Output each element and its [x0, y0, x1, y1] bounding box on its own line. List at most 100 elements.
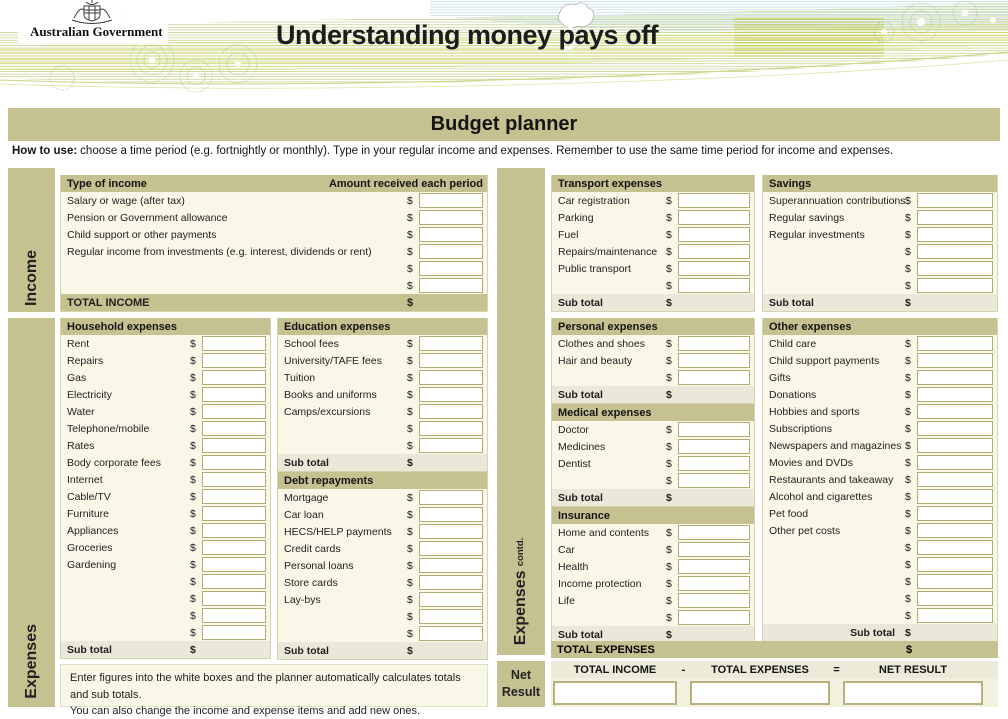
amount-input[interactable] [202, 387, 266, 402]
amount-input[interactable] [202, 591, 266, 606]
amount-input[interactable] [917, 210, 993, 225]
amount-input[interactable] [419, 609, 483, 624]
amount-input[interactable] [917, 278, 993, 293]
amount-input[interactable] [917, 438, 993, 453]
amount-input[interactable] [419, 353, 483, 368]
amount-input[interactable] [419, 592, 483, 607]
dollar-sign: $ [666, 577, 672, 590]
amount-input[interactable] [678, 439, 750, 454]
amount-input[interactable] [202, 421, 266, 436]
amount-input[interactable] [419, 507, 483, 522]
amount-input[interactable] [917, 574, 993, 589]
amount-input[interactable] [678, 193, 750, 208]
amount-input[interactable] [419, 575, 483, 590]
amount-input[interactable] [917, 455, 993, 470]
amount-input[interactable] [419, 558, 483, 573]
amount-input[interactable] [202, 370, 266, 385]
amount-input[interactable] [202, 574, 266, 589]
amount-input[interactable] [917, 506, 993, 521]
amount-input[interactable] [678, 261, 750, 276]
amount-input[interactable] [678, 227, 750, 242]
amount-input[interactable] [678, 244, 750, 259]
total-income-input[interactable] [553, 680, 677, 705]
amount-input[interactable] [917, 557, 993, 572]
amount-input[interactable] [419, 210, 483, 225]
expense-row: Doctor $ [552, 421, 754, 438]
amount-input[interactable] [419, 244, 483, 259]
amount-input[interactable] [917, 193, 993, 208]
income-header: Type of income [67, 177, 147, 190]
amount-input[interactable] [678, 278, 750, 293]
total-expenses-input[interactable] [690, 680, 830, 705]
amount-input[interactable] [678, 370, 750, 385]
amount-input[interactable] [419, 626, 483, 641]
medical-header: Medical expenses [558, 406, 652, 419]
amount-input[interactable] [917, 540, 993, 555]
amount-input[interactable] [678, 559, 750, 574]
amount-input[interactable] [419, 541, 483, 556]
amount-input[interactable] [917, 227, 993, 242]
amount-input[interactable] [419, 227, 483, 242]
expense-row-label: Subscriptions [769, 422, 833, 435]
amount-input[interactable] [419, 261, 483, 276]
amount-input[interactable] [202, 625, 266, 640]
amount-input[interactable] [202, 557, 266, 572]
amount-input[interactable] [419, 404, 483, 419]
amount-input[interactable] [202, 540, 266, 555]
amount-input[interactable] [202, 438, 266, 453]
amount-input[interactable] [678, 593, 750, 608]
amount-input[interactable] [678, 576, 750, 591]
amount-input[interactable] [917, 608, 993, 623]
education-rows: School fees $ University/TAFE fees $ Tui… [278, 335, 487, 454]
amount-input[interactable] [917, 261, 993, 276]
amount-input[interactable] [419, 421, 483, 436]
amount-input[interactable] [678, 456, 750, 471]
amount-input[interactable] [202, 472, 266, 487]
expense-row-label: Tuition [284, 371, 316, 384]
amount-input[interactable] [917, 523, 993, 538]
expense-row: Rent $ [61, 335, 270, 352]
page-title: Budget planner [8, 108, 1000, 141]
amount-input[interactable] [917, 404, 993, 419]
amount-input[interactable] [419, 490, 483, 505]
amount-input[interactable] [917, 353, 993, 368]
amount-input[interactable] [202, 506, 266, 521]
expense-row: $ [61, 624, 270, 641]
amount-input[interactable] [917, 387, 993, 402]
expense-row: Car loan $ [278, 506, 487, 523]
amount-input[interactable] [917, 370, 993, 385]
amount-input[interactable] [419, 193, 483, 208]
amount-input[interactable] [678, 473, 750, 488]
amount-input[interactable] [917, 244, 993, 259]
amount-input[interactable] [678, 422, 750, 437]
amount-input[interactable] [678, 525, 750, 540]
amount-input[interactable] [917, 472, 993, 487]
section-debt-repayments: Debt repayments Mortgage $ Car loan $ [277, 472, 488, 660]
amount-input[interactable] [678, 353, 750, 368]
amount-input[interactable] [419, 524, 483, 539]
amount-input[interactable] [678, 210, 750, 225]
amount-input[interactable] [917, 591, 993, 606]
amount-input[interactable] [202, 404, 266, 419]
net-result-input[interactable] [843, 680, 983, 705]
amount-input[interactable] [419, 336, 483, 351]
amount-input[interactable] [419, 387, 483, 402]
amount-input[interactable] [917, 336, 993, 351]
amount-input[interactable] [419, 438, 483, 453]
income-row-label: Child support or other payments [67, 228, 217, 241]
amount-input[interactable] [678, 336, 750, 351]
amount-input[interactable] [202, 489, 266, 504]
amount-input[interactable] [917, 421, 993, 436]
net-result-side-label: Net Result [497, 661, 545, 707]
amount-input[interactable] [917, 489, 993, 504]
amount-input[interactable] [678, 610, 750, 625]
amount-input[interactable] [419, 370, 483, 385]
expense-row-label: Public transport [558, 262, 631, 275]
amount-input[interactable] [678, 542, 750, 557]
amount-input[interactable] [202, 336, 266, 351]
amount-input[interactable] [202, 523, 266, 538]
amount-input[interactable] [202, 608, 266, 623]
amount-input[interactable] [202, 353, 266, 368]
amount-input[interactable] [202, 455, 266, 470]
amount-input[interactable] [419, 278, 483, 293]
